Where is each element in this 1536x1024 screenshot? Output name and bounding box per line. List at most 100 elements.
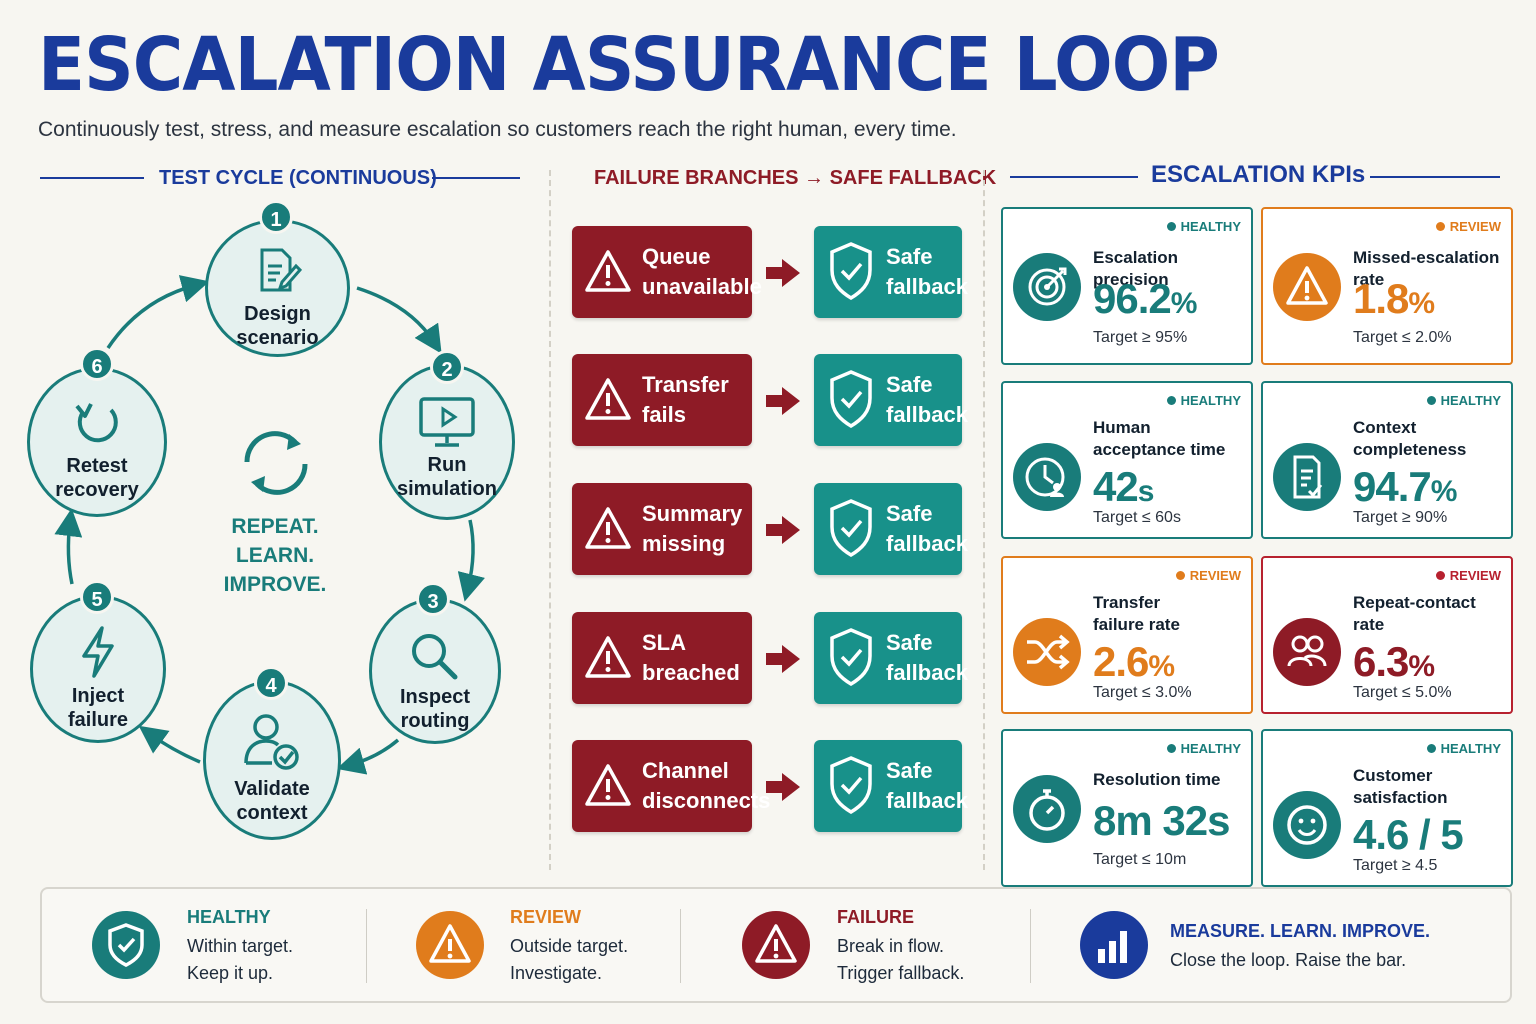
step-badge: 3 bbox=[416, 582, 450, 616]
kpi-target: Target ≥ 95% bbox=[1093, 329, 1188, 346]
fallback-line: Safe bbox=[886, 630, 933, 655]
branches-heading: FAILURE BRANCHES → SAFE FALLBACK bbox=[594, 167, 997, 189]
center-line: LEARN. bbox=[235, 544, 315, 567]
legend-text: Outside target. Investigate. bbox=[510, 933, 628, 987]
step-badge: 1 bbox=[259, 200, 293, 234]
step-badge: 4 bbox=[254, 666, 288, 700]
cycle-center-text: REPEAT. LEARN. IMPROVE. bbox=[200, 512, 350, 599]
status-badge: HEALTHY bbox=[1426, 741, 1501, 756]
status-dot bbox=[1166, 396, 1176, 405]
stopwatch-icon bbox=[1013, 775, 1081, 843]
kpi-heading: ESCALATION KPIs bbox=[1151, 161, 1366, 188]
failure-label: SLA breached bbox=[642, 628, 740, 688]
kpi-number: 1.8 bbox=[1353, 275, 1409, 322]
kpi-target: Target ≥ 4.5 bbox=[1353, 857, 1438, 874]
legend-line: Trigger fallback. bbox=[837, 963, 965, 983]
failure-line: Queue bbox=[642, 244, 711, 269]
legend-text: Break in flow. Trigger fallback. bbox=[837, 933, 964, 987]
failure-label: Queue unavailable bbox=[642, 242, 762, 302]
kpi-number: 4.6 / 5 bbox=[1353, 811, 1464, 858]
legend-title: FAILURE bbox=[837, 907, 915, 927]
kpi-name-line: failure rate bbox=[1093, 615, 1180, 634]
kpi-name-line: rate bbox=[1353, 615, 1385, 634]
status-label: HEALTHY bbox=[1180, 741, 1241, 756]
cycle-step-label: failure bbox=[67, 709, 129, 731]
kpi-number: 6.3 bbox=[1353, 638, 1409, 685]
failure-line: Channel bbox=[642, 758, 729, 783]
status-dot bbox=[1435, 222, 1445, 231]
clock-user-icon bbox=[1013, 443, 1081, 511]
legend-line: Close the loop. Raise the bar. bbox=[1170, 950, 1407, 970]
section-divider bbox=[549, 170, 551, 870]
warning-icon bbox=[742, 911, 810, 979]
arrow-right-icon bbox=[764, 642, 802, 681]
failure-box: Channel disconnects bbox=[572, 740, 770, 832]
kpi-number: 94.7 bbox=[1353, 463, 1432, 510]
kpi-name-line: Missed-escalation rate bbox=[1353, 248, 1500, 289]
kpi-card: REVIEW Repeat-contact rate 6.3% Target ≤ 5.0… bbox=[1261, 556, 1513, 714]
failure-line: fails bbox=[642, 402, 687, 427]
fallback-line: Safe bbox=[886, 244, 933, 269]
failure-label: Transfer fails bbox=[642, 370, 729, 430]
status-label: HEALTHY bbox=[1180, 219, 1241, 234]
center-line: REPEAT. bbox=[231, 515, 319, 538]
kpi-unit: % bbox=[1430, 475, 1458, 508]
status-dot bbox=[1166, 744, 1176, 753]
kpi-value: 8m 32s bbox=[1093, 797, 1230, 845]
arrow-right-icon bbox=[764, 513, 802, 552]
fallback-label: Safe fallback bbox=[886, 499, 968, 559]
kpi-name-line: Escalation precision bbox=[1093, 248, 1179, 289]
failure-label: Channel disconnects bbox=[642, 756, 770, 816]
kpi-number: 96.2 bbox=[1093, 275, 1172, 322]
divider bbox=[40, 177, 144, 179]
target-icon bbox=[1013, 253, 1081, 321]
cycle-step-label: recovery bbox=[55, 479, 139, 501]
kpi-name-line: Customer bbox=[1353, 766, 1433, 785]
status-dot bbox=[1435, 571, 1445, 580]
fallback-label: Safe fallback bbox=[886, 628, 968, 688]
fallback-label: Safe fallback bbox=[886, 242, 968, 302]
kpi-name-line: Resolution time bbox=[1093, 770, 1221, 789]
page-subtitle: Continuously test, stress, and measure e… bbox=[38, 118, 957, 141]
cycle-step-label: routing bbox=[400, 710, 470, 732]
failure-box: Transfer fails bbox=[572, 354, 752, 446]
fallback-line: fallback bbox=[886, 788, 968, 813]
kpi-target: Target ≤ 2.0% bbox=[1353, 329, 1452, 346]
legend-bar: HEALTHY Within target. Keep it up. REVIE… bbox=[40, 887, 1512, 1003]
shield-check-icon bbox=[92, 911, 160, 979]
shuffle-icon bbox=[1013, 618, 1081, 686]
failure-label: Summary missing bbox=[642, 499, 742, 559]
legend-divider bbox=[680, 909, 681, 983]
document-check-icon bbox=[1273, 443, 1341, 511]
divider bbox=[432, 177, 520, 179]
repeat-icon bbox=[244, 431, 308, 495]
legend-line: Investigate. bbox=[510, 963, 603, 983]
warning-icon bbox=[1273, 253, 1341, 321]
kpi-unit: s bbox=[1137, 475, 1155, 508]
failure-line: breached bbox=[642, 660, 740, 685]
page-title: ESCALATION ASSURANCE LOOP bbox=[38, 22, 1220, 108]
legend-line: Within target. bbox=[187, 936, 294, 956]
failure-line: Transfer bbox=[642, 372, 729, 397]
cycle-step-label: Inspect bbox=[399, 686, 471, 708]
legend-divider bbox=[366, 909, 367, 983]
cycle-step-label: Run bbox=[427, 454, 467, 476]
divider bbox=[1370, 176, 1500, 178]
cycle-step-label: Design bbox=[244, 303, 311, 325]
kpi-name-line: Human bbox=[1093, 418, 1151, 437]
fallback-line: fallback bbox=[886, 274, 968, 299]
failure-line: unavailable bbox=[642, 274, 762, 299]
failure-line: Summary bbox=[642, 501, 743, 526]
legend-title: MEASURE. LEARN. IMPROVE. bbox=[1170, 921, 1431, 941]
failure-line: missing bbox=[642, 531, 726, 556]
status-badge: REVIEW bbox=[1435, 568, 1501, 583]
kpi-card: HEALTHY Resolution time 8m 32s Target ≤ 10m bbox=[1001, 729, 1253, 887]
kpi-target: Target ≥ 90% bbox=[1353, 509, 1448, 526]
fallback-line: fallback bbox=[886, 660, 968, 685]
cycle-arrows bbox=[54, 275, 485, 775]
kpi-name: Resolution time bbox=[1093, 769, 1251, 791]
status-label: REVIEW bbox=[1449, 219, 1501, 234]
cycle-step-2: Run simulation bbox=[379, 364, 515, 520]
kpi-name: Customer satisfaction bbox=[1353, 765, 1511, 809]
document-edit-icon bbox=[260, 248, 302, 292]
